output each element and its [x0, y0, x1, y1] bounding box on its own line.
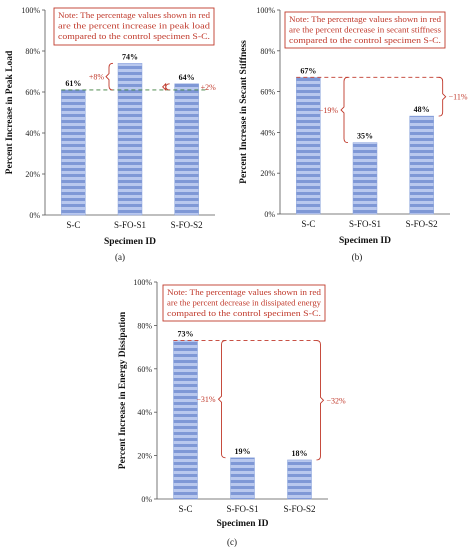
note-line: Note: The percentage values shown in red: [167, 288, 321, 297]
note-line: compared to the control specimen S-C.: [58, 32, 210, 41]
value-label: 48%: [414, 105, 430, 114]
y-tick-label: 40%: [260, 128, 275, 137]
bar: [173, 340, 198, 500]
bar: [230, 457, 255, 500]
diff-bracket: [105, 62, 114, 91]
value-label: 18%: [292, 449, 308, 458]
value-label: 19%: [235, 447, 251, 456]
y-tick-label: 100%: [256, 6, 275, 15]
y-tick-label: 0%: [29, 211, 40, 220]
chart-2: 0% 20% 40% 60% 80% 100% 67% S-C 35% S-FO-S1 48% S-F…: [239, 6, 468, 262]
x-axis-label: Specimen ID: [339, 236, 391, 246]
note-line: Note: The percentage values shown in red: [289, 15, 441, 24]
y-tick-label: 60%: [260, 88, 275, 97]
y-tick-label: 0%: [264, 210, 275, 219]
value-label: 67%: [300, 66, 316, 75]
value-label: 61%: [65, 79, 81, 88]
diff-label: −11%: [449, 93, 468, 102]
y-tick-label: 20%: [137, 452, 152, 461]
y-tick-label: 60%: [25, 88, 40, 97]
x-tick-label: S-C: [178, 504, 192, 514]
bar: [409, 115, 434, 215]
diff-label: −31%: [196, 395, 216, 404]
panel-label: (a): [115, 252, 125, 262]
y-tick-label: 0%: [141, 495, 152, 504]
y-tick-label: 80%: [25, 47, 40, 56]
x-tick-label: S-FO-S2: [406, 219, 438, 229]
y-axis-label: Percent Increase in Peak Load: [5, 50, 15, 174]
x-tick-label: S-C: [301, 219, 315, 229]
bar: [287, 459, 312, 500]
x-tick-label: S-FO-S2: [283, 504, 315, 514]
x-tick-label: S-FO-S2: [171, 220, 203, 230]
y-tick-label: 20%: [25, 170, 40, 179]
note-line: Note: The percentage values shown in red: [58, 11, 210, 20]
bar: [61, 89, 86, 216]
diff-bracket: [340, 76, 349, 144]
x-tick-label: S-FO-S1: [226, 504, 258, 514]
note-line: are the percent decrease in secant stiff…: [289, 26, 441, 35]
value-label: 73%: [178, 330, 194, 339]
y-tick-label: 40%: [137, 408, 152, 417]
panel-label: (b): [352, 252, 363, 262]
note-line: compared to the control specimen S-C.: [167, 309, 321, 318]
bar: [296, 77, 321, 215]
note-line: are the percent increase in peak load: [58, 22, 210, 31]
diff-bracket: [217, 340, 226, 459]
note-box: [53, 7, 215, 46]
diff-label: −19%: [319, 106, 339, 115]
x-axis-label: Specimen ID: [217, 519, 269, 529]
y-tick-label: 100%: [133, 278, 152, 287]
chart-3: 0% 20% 40% 60% 80% 100% 73% S-C 19% S-FO-S1 18% S-F…: [118, 278, 346, 547]
y-tick-label: 80%: [260, 47, 275, 56]
diff-bracket: [438, 76, 447, 117]
bar: [117, 63, 143, 216]
diff-label: +2%: [201, 83, 217, 92]
x-tick-label: S-FO-S1: [114, 220, 146, 230]
y-tick-label: 40%: [25, 129, 40, 138]
x-axis-label: Specimen ID: [104, 237, 156, 247]
note-box: [162, 284, 326, 322]
note-line: compared to the control specimen S-C.: [289, 36, 441, 45]
y-tick-label: 100%: [21, 6, 40, 15]
value-label: 74%: [122, 52, 138, 61]
value-label: 35%: [357, 132, 373, 141]
bar: [352, 142, 378, 215]
value-label: 64%: [179, 73, 195, 82]
diff-label: +8%: [89, 73, 105, 82]
y-tick-label: 60%: [137, 365, 152, 374]
diff-label: −32%: [327, 396, 347, 405]
x-tick-label: S-FO-S1: [349, 219, 381, 229]
y-tick-label: 80%: [137, 321, 152, 330]
y-axis-label: Percent Increase in Secant Stiffness: [239, 40, 249, 184]
note-line: are the percent decrease in dissipated e…: [167, 299, 321, 308]
diff-bracket: [162, 82, 170, 91]
chart-1: 0% 20% 40% 60% 80% 100% 61% S-C 74% S-FO-S1 64% S-F…: [5, 6, 216, 262]
bar: [174, 83, 199, 216]
diff-bracket: [316, 340, 325, 461]
y-axis-label: Percent Increase in Energy Dissipation: [118, 311, 128, 469]
panel-label: (c): [227, 537, 237, 547]
y-tick-label: 20%: [260, 169, 275, 178]
note-box: [284, 11, 446, 49]
x-tick-label: S-C: [66, 220, 80, 230]
